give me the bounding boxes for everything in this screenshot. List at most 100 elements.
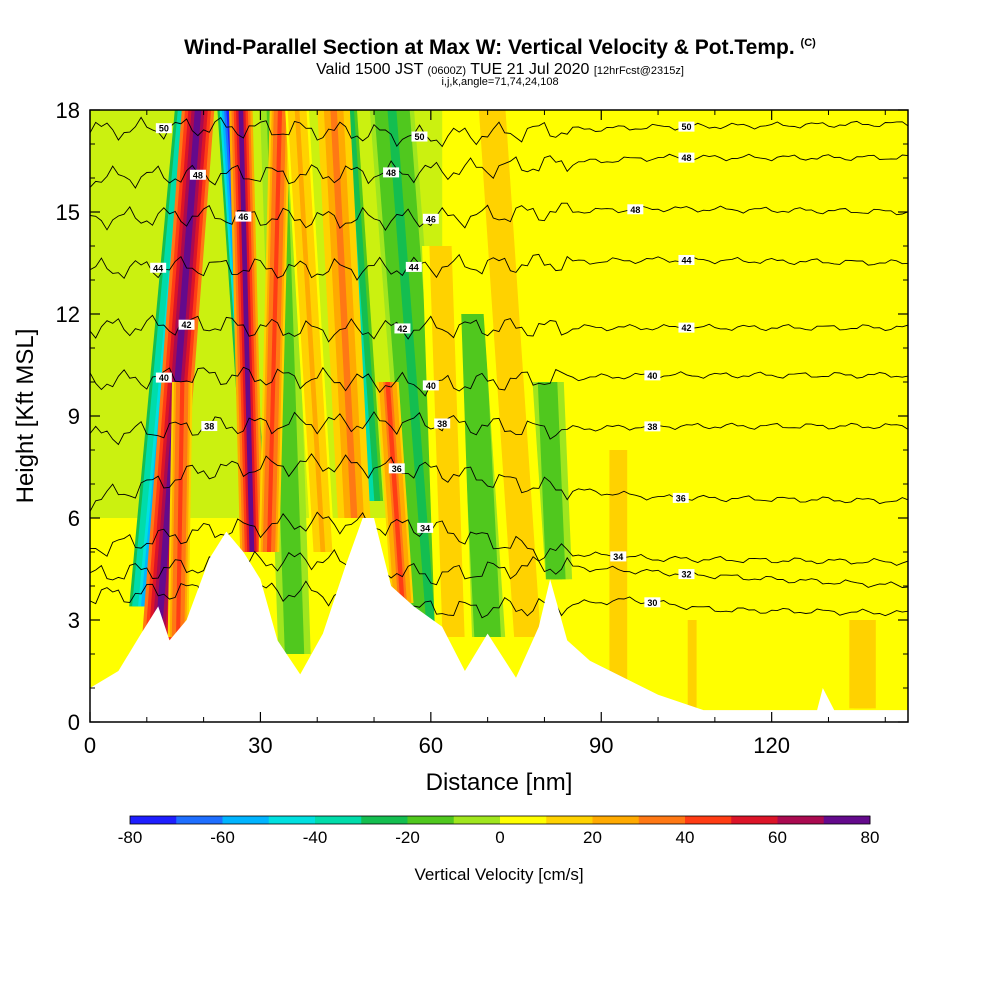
theta-label-box (678, 322, 695, 333)
colorbar-segment (546, 816, 593, 824)
colorbar-segment (592, 816, 640, 824)
y-tick-label: 3 (68, 608, 80, 633)
colorbar-segment (731, 816, 778, 824)
theta-label: 34 (420, 523, 430, 533)
theta-label: 44 (681, 255, 691, 265)
colorbar-segment (268, 816, 316, 824)
theta-contour-36 (90, 453, 908, 512)
theta-label-box (417, 522, 434, 533)
colorbar-tick-label: -40 (303, 828, 328, 847)
subtitle-valid-time: Valid 1500 JST (316, 61, 424, 78)
theta-label-box (178, 319, 195, 330)
updraft-band (385, 382, 405, 603)
theta-label: 36 (392, 464, 402, 474)
y-tick-label: 9 (68, 404, 80, 429)
theta-label: 48 (386, 168, 396, 178)
theta-label: 48 (681, 153, 691, 163)
colorbar-tick-label: -60 (210, 828, 235, 847)
theta-label: 38 (647, 422, 657, 432)
theta-label: 44 (153, 263, 163, 273)
chart-subtitle: Valid 1500 JST (0600Z) TUE 21 Jul 2020 [… (0, 61, 1000, 79)
downdraft-band (467, 314, 493, 637)
updraft-plume-6 (376, 382, 414, 603)
updraft-plume-8 (470, 110, 550, 637)
updraft-band (154, 110, 202, 641)
theta-label: 42 (182, 320, 192, 330)
colorbar-tick-label: -20 (395, 828, 420, 847)
colorbar-tick-label: 20 (583, 828, 602, 847)
y-tick-label: 6 (68, 506, 80, 531)
updraft-band (858, 620, 867, 709)
theta-label-box (235, 211, 252, 222)
colorbar-segment (130, 816, 177, 824)
theta-label-box (678, 569, 695, 580)
theta-label-box (678, 152, 695, 163)
colorbar-tick-label: 80 (861, 828, 880, 847)
colorbar-segment (685, 816, 732, 824)
colorbar-tick-label: 40 (676, 828, 695, 847)
theta-label: 50 (414, 132, 424, 142)
theta-contour-40 (90, 366, 908, 397)
updraft-plume-7 (422, 246, 472, 637)
theta-label-box (411, 131, 428, 142)
theta-label: 36 (676, 493, 686, 503)
theta-contour-38 (90, 411, 908, 446)
updraft-band (330, 110, 358, 518)
colorbar-tick-label: 0 (495, 828, 504, 847)
terrain (90, 518, 908, 722)
theta-label-box (434, 418, 451, 429)
theta-label: 40 (647, 371, 657, 381)
updraft-plume-0 (141, 110, 215, 641)
theta-contour-46 (90, 202, 908, 231)
subtitle-date: TUE 21 Jul 2020 (470, 61, 590, 78)
theta-label-box (627, 204, 644, 215)
updraft-plume-10 (681, 620, 704, 709)
downdraft-band (544, 382, 560, 580)
theta-label: 30 (647, 598, 657, 608)
theta-label: 50 (681, 122, 691, 132)
theta-label: 38 (204, 422, 214, 432)
theta-contour-44 (90, 253, 908, 281)
x-tick-label: 120 (753, 733, 790, 758)
colorbar-segment (407, 816, 455, 824)
updraft-plume-5 (317, 110, 371, 518)
updraft-plume-4 (285, 110, 335, 552)
downdraft-band (387, 110, 436, 627)
theta-contour-48 (90, 153, 908, 189)
colorbar-frame (129, 815, 871, 825)
y-tick-label: 18 (56, 98, 80, 123)
theta-label: 32 (681, 570, 691, 580)
theta-label-box (383, 167, 400, 178)
updraft-plume-1 (167, 382, 193, 637)
theta-label-box (201, 421, 218, 432)
colorbar-segment (823, 816, 871, 824)
y-axis-title: Height [Kft MSL] (12, 329, 39, 504)
theta-label: 44 (409, 262, 419, 272)
updraft-plume-3 (258, 110, 291, 552)
theta-contour-42 (90, 314, 908, 343)
theta-label: 40 (159, 373, 169, 383)
theta-label: 48 (193, 170, 203, 180)
y-tick-label: 12 (56, 302, 80, 327)
theta-label-box (644, 421, 661, 432)
colorbar-title: Vertical Velocity [cm/s] (414, 865, 583, 884)
chart-title: Wind-Parallel Section at Max W: Vertical… (0, 36, 1000, 60)
updraft-band (487, 110, 532, 637)
theta-label-box (388, 463, 405, 474)
colorbar: -80 -60 -40 -20 0 20 40 60 80 (118, 815, 880, 847)
chart-subtitle-indices: i,j,k,angle=71,74,24,108 (441, 76, 559, 88)
theta-label-box (610, 551, 627, 562)
y-tick-label: 0 (68, 710, 80, 735)
theta-label: 38 (437, 419, 447, 429)
theta-label-box (644, 370, 661, 381)
subtitle-forecast: [12hrFcst@2315z] (593, 65, 684, 77)
subtitle-utc-time: (0600Z) (427, 65, 467, 77)
colorbar-segment (222, 816, 270, 824)
terrain-mask (90, 518, 908, 722)
colorbar-segment (315, 816, 362, 824)
theta-label-box (189, 169, 206, 180)
colorbar-segment (638, 816, 686, 824)
colorbar-segment (361, 816, 408, 824)
theta-label-box (672, 492, 689, 503)
